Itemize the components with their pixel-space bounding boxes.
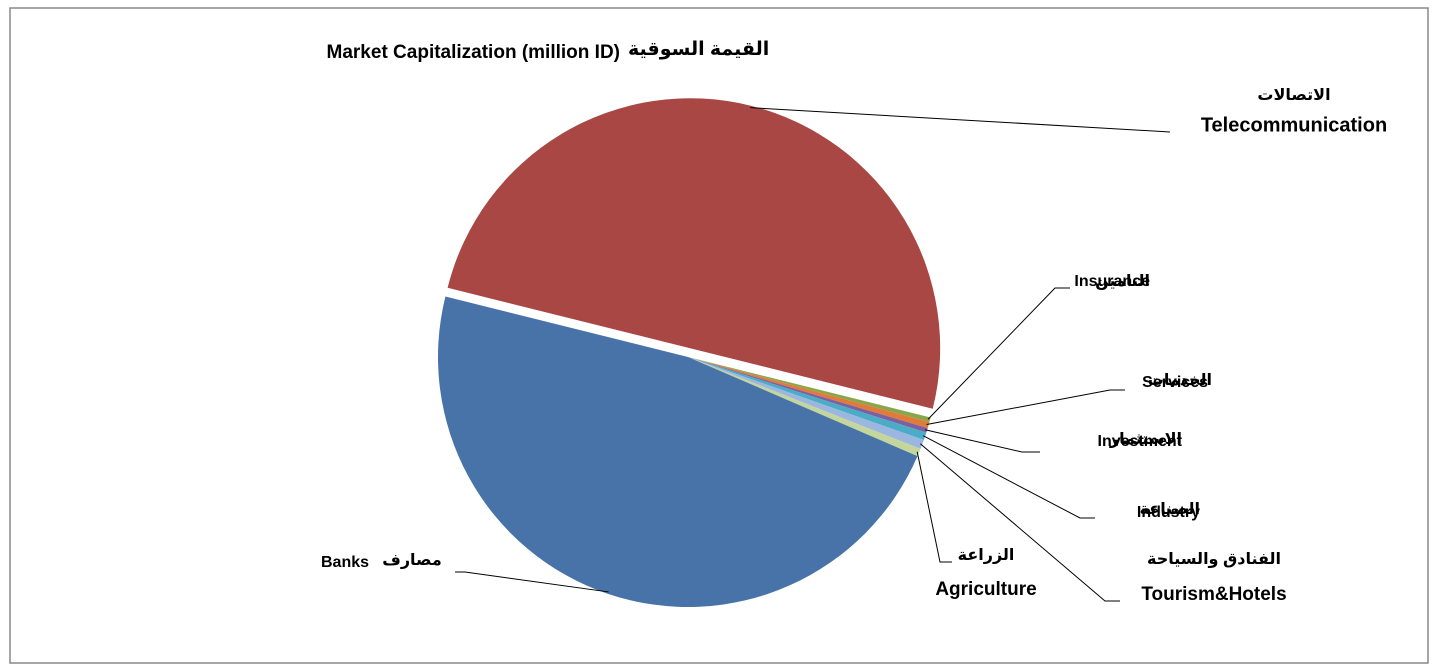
pie-slice <box>688 357 928 433</box>
pie-slice <box>688 357 927 441</box>
slice-label-ar: الاتصالات <box>1257 87 1330 104</box>
slice-label-ar: الصناعة <box>1140 501 1200 518</box>
pie-slice <box>437 296 918 608</box>
pie-slice <box>688 357 921 457</box>
slice-label-ar: الزراعة <box>958 547 1015 564</box>
slice-label: Investment <box>1098 433 1183 450</box>
leader-line <box>920 443 1120 602</box>
slice-label-ar: التامين <box>1095 273 1150 290</box>
slice-label-ar: الخدمات <box>1148 372 1212 389</box>
leader-line <box>924 429 1040 453</box>
leader-line <box>916 451 952 563</box>
chart-title-ar: القيمة السوقية <box>628 39 769 60</box>
pie-slice <box>688 357 931 423</box>
slice-label-ar: مصارف <box>382 552 441 569</box>
leader-line <box>750 107 1171 133</box>
pie-slice <box>688 357 924 449</box>
slice-label-ar: الفنادق والسياحة <box>1147 551 1281 568</box>
slice-label: Tourism&Hotels <box>1141 584 1286 605</box>
leader-line <box>926 389 1125 426</box>
slice-label-ar: الاستثمار <box>1109 431 1182 448</box>
leader-line <box>927 287 1070 420</box>
slice-label: Industry <box>1137 504 1200 521</box>
pie-slice <box>447 98 941 409</box>
slice-label: Telecommunication <box>1201 114 1387 136</box>
slice-label: Banks <box>321 554 369 571</box>
leader-line <box>922 435 1095 519</box>
slice-label: Services <box>1142 374 1208 391</box>
slice-label: Insurance <box>1074 273 1150 290</box>
pie-slice <box>688 357 930 429</box>
chart-title: Market Capitalization (million ID) <box>327 42 620 63</box>
slice-label: Agriculture <box>935 579 1036 600</box>
leader-line <box>455 571 609 593</box>
